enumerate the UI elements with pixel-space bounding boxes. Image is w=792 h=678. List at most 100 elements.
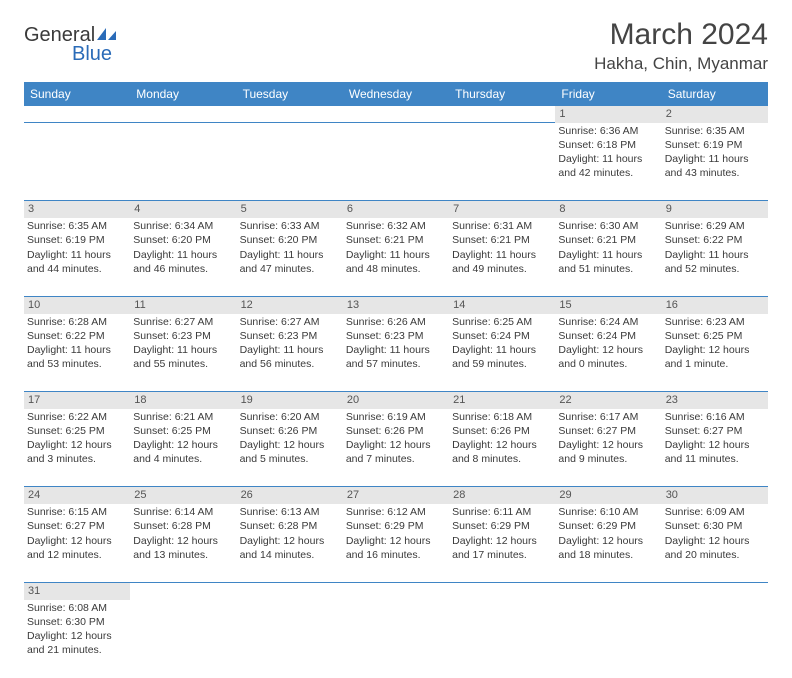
sunset-line: Sunset: 6:25 PM (27, 424, 127, 438)
sunrise-line: Sunrise: 6:21 AM (133, 410, 233, 424)
day-content-cell: Sunrise: 6:15 AMSunset: 6:27 PMDaylight:… (24, 504, 130, 582)
day-number-cell: 2 (662, 106, 768, 123)
daylight-line: Daylight: 12 hours and 16 minutes. (346, 534, 446, 562)
sunset-line: Sunset: 6:26 PM (346, 424, 446, 438)
daylight-line: Daylight: 11 hours and 43 minutes. (665, 152, 765, 180)
day-header: Monday (130, 82, 236, 106)
sunrise-line: Sunrise: 6:25 AM (452, 315, 552, 329)
day-content-row: Sunrise: 6:22 AMSunset: 6:25 PMDaylight:… (24, 409, 768, 487)
day-content-cell (662, 600, 768, 678)
daylight-line: Daylight: 12 hours and 4 minutes. (133, 438, 233, 466)
day-content-cell: Sunrise: 6:16 AMSunset: 6:27 PMDaylight:… (662, 409, 768, 487)
day-content-cell: Sunrise: 6:34 AMSunset: 6:20 PMDaylight:… (130, 218, 236, 296)
sunrise-line: Sunrise: 6:34 AM (133, 219, 233, 233)
day-number-row: 10111213141516 (24, 296, 768, 313)
day-number-cell: 18 (130, 392, 236, 409)
sunset-line: Sunset: 6:26 PM (240, 424, 340, 438)
day-number-cell: 1 (555, 106, 661, 123)
day-number-cell: 7 (449, 201, 555, 218)
sunrise-line: Sunrise: 6:35 AM (27, 219, 127, 233)
daylight-line: Daylight: 11 hours and 55 minutes. (133, 343, 233, 371)
day-number-cell (449, 582, 555, 599)
day-content-cell: Sunrise: 6:22 AMSunset: 6:25 PMDaylight:… (24, 409, 130, 487)
day-content-cell: Sunrise: 6:08 AMSunset: 6:30 PMDaylight:… (24, 600, 130, 678)
logo-text-blue: Blue (72, 43, 119, 66)
daylight-line: Daylight: 12 hours and 3 minutes. (27, 438, 127, 466)
day-content-cell: Sunrise: 6:17 AMSunset: 6:27 PMDaylight:… (555, 409, 661, 487)
day-number-cell: 20 (343, 392, 449, 409)
day-number-cell: 22 (555, 392, 661, 409)
daylight-line: Daylight: 11 hours and 57 minutes. (346, 343, 446, 371)
daylight-line: Daylight: 11 hours and 56 minutes. (240, 343, 340, 371)
day-number-cell: 12 (237, 296, 343, 313)
daylight-line: Daylight: 11 hours and 46 minutes. (133, 248, 233, 276)
day-number-cell (343, 582, 449, 599)
sunrise-line: Sunrise: 6:22 AM (27, 410, 127, 424)
day-content-cell (449, 600, 555, 678)
daylight-line: Daylight: 11 hours and 49 minutes. (452, 248, 552, 276)
day-number-cell: 4 (130, 201, 236, 218)
day-number-cell: 3 (24, 201, 130, 218)
sunrise-line: Sunrise: 6:08 AM (27, 601, 127, 615)
daylight-line: Daylight: 12 hours and 17 minutes. (452, 534, 552, 562)
sunset-line: Sunset: 6:23 PM (240, 329, 340, 343)
sunset-line: Sunset: 6:26 PM (452, 424, 552, 438)
sunset-line: Sunset: 6:27 PM (558, 424, 658, 438)
sunset-line: Sunset: 6:18 PM (558, 138, 658, 152)
day-number-cell (449, 106, 555, 123)
day-content-cell (130, 123, 236, 201)
day-content-cell (343, 123, 449, 201)
daylight-line: Daylight: 11 hours and 48 minutes. (346, 248, 446, 276)
sunrise-line: Sunrise: 6:28 AM (27, 315, 127, 329)
sunset-line: Sunset: 6:23 PM (133, 329, 233, 343)
day-content-cell: Sunrise: 6:35 AMSunset: 6:19 PMDaylight:… (24, 218, 130, 296)
day-of-week-header-row: SundayMondayTuesdayWednesdayThursdayFrid… (24, 82, 768, 106)
daylight-line: Daylight: 12 hours and 7 minutes. (346, 438, 446, 466)
sunset-line: Sunset: 6:28 PM (133, 519, 233, 533)
day-content-row: Sunrise: 6:36 AMSunset: 6:18 PMDaylight:… (24, 123, 768, 201)
day-number-cell: 30 (662, 487, 768, 504)
sunrise-line: Sunrise: 6:31 AM (452, 219, 552, 233)
day-header: Sunday (24, 82, 130, 106)
day-header: Friday (555, 82, 661, 106)
sunrise-line: Sunrise: 6:27 AM (133, 315, 233, 329)
sunrise-line: Sunrise: 6:09 AM (665, 505, 765, 519)
day-number-cell: 13 (343, 296, 449, 313)
daylight-line: Daylight: 12 hours and 8 minutes. (452, 438, 552, 466)
day-content-row: Sunrise: 6:28 AMSunset: 6:22 PMDaylight:… (24, 314, 768, 392)
calendar-table: SundayMondayTuesdayWednesdayThursdayFrid… (24, 82, 768, 678)
day-content-cell: Sunrise: 6:26 AMSunset: 6:23 PMDaylight:… (343, 314, 449, 392)
day-content-cell (237, 123, 343, 201)
day-content-cell (555, 600, 661, 678)
daylight-line: Daylight: 11 hours and 42 minutes. (558, 152, 658, 180)
sunrise-line: Sunrise: 6:24 AM (558, 315, 658, 329)
sunset-line: Sunset: 6:29 PM (346, 519, 446, 533)
day-number-cell: 25 (130, 487, 236, 504)
sunrise-line: Sunrise: 6:11 AM (452, 505, 552, 519)
day-number-cell: 11 (130, 296, 236, 313)
day-number-cell: 31 (24, 582, 130, 599)
daylight-line: Daylight: 11 hours and 59 minutes. (452, 343, 552, 371)
day-content-cell (130, 600, 236, 678)
day-number-cell: 29 (555, 487, 661, 504)
day-content-cell: Sunrise: 6:23 AMSunset: 6:25 PMDaylight:… (662, 314, 768, 392)
day-number-cell (130, 106, 236, 123)
day-number-row: 3456789 (24, 201, 768, 218)
day-number-row: 24252627282930 (24, 487, 768, 504)
day-content-cell: Sunrise: 6:11 AMSunset: 6:29 PMDaylight:… (449, 504, 555, 582)
sunset-line: Sunset: 6:20 PM (240, 233, 340, 247)
sunrise-line: Sunrise: 6:19 AM (346, 410, 446, 424)
day-number-cell: 15 (555, 296, 661, 313)
sunrise-line: Sunrise: 6:10 AM (558, 505, 658, 519)
sunset-line: Sunset: 6:25 PM (665, 329, 765, 343)
sunset-line: Sunset: 6:29 PM (558, 519, 658, 533)
day-content-cell: Sunrise: 6:35 AMSunset: 6:19 PMDaylight:… (662, 123, 768, 201)
day-number-cell: 17 (24, 392, 130, 409)
day-content-cell: Sunrise: 6:19 AMSunset: 6:26 PMDaylight:… (343, 409, 449, 487)
sunset-line: Sunset: 6:21 PM (452, 233, 552, 247)
sunset-line: Sunset: 6:27 PM (27, 519, 127, 533)
daylight-line: Daylight: 11 hours and 47 minutes. (240, 248, 340, 276)
daylight-line: Daylight: 11 hours and 52 minutes. (665, 248, 765, 276)
sunset-line: Sunset: 6:21 PM (346, 233, 446, 247)
daylight-line: Daylight: 11 hours and 53 minutes. (27, 343, 127, 371)
